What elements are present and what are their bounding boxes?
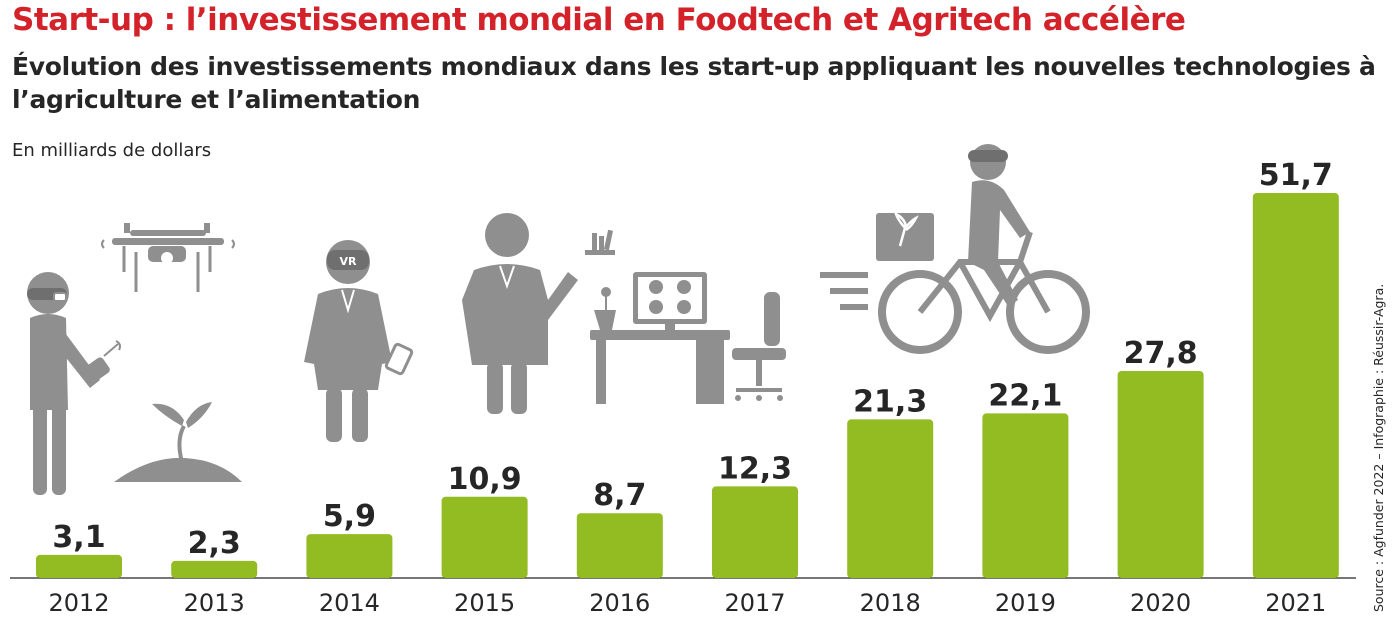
bar-chart: VR	[10, 144, 1356, 617]
bar-2012	[36, 554, 122, 578]
category-label-2014: 2014	[319, 589, 380, 617]
sprout-icon	[114, 402, 242, 482]
value-label-2013: 2,3	[188, 526, 241, 561]
source-note: Source : Agfunder 2022 – Infographie : R…	[1371, 283, 1386, 612]
drone-operator-icon	[27, 272, 121, 495]
unit-label: En milliards de dollars	[12, 140, 212, 161]
bar-2020	[1117, 371, 1204, 578]
category-label-2016: 2016	[589, 589, 650, 617]
svg-text:VR: VR	[340, 255, 358, 268]
chart-subtitle: Évolution des investissements mondiaux d…	[12, 52, 1376, 114]
bar-2019	[982, 413, 1069, 578]
bar-2015	[441, 496, 528, 578]
value-label-2017: 12,3	[718, 451, 792, 486]
category-label-2019: 2019	[995, 589, 1056, 617]
category-label-2015: 2015	[454, 589, 515, 617]
value-label-2018: 21,3	[853, 384, 927, 419]
vr-headset-scientist-icon: VR	[304, 240, 414, 442]
value-label-2012: 3,1	[52, 520, 105, 555]
scientist-icon	[462, 213, 578, 414]
computer-desk-icon	[585, 229, 786, 404]
value-label-2019: 22,1	[988, 378, 1062, 413]
value-label-2016: 8,7	[593, 478, 646, 513]
value-label-2015: 10,9	[448, 462, 522, 497]
chart-title: Start-up : l’investissement mondial en F…	[12, 2, 1186, 38]
value-label-2020: 27,8	[1124, 336, 1198, 371]
bar-2014	[306, 534, 393, 578]
category-label-2017: 2017	[724, 589, 785, 617]
value-label-2021: 51,7	[1259, 158, 1333, 193]
category-label-2020: 2020	[1130, 589, 1191, 617]
category-label-2021: 2021	[1265, 589, 1326, 617]
bar-2018	[847, 419, 934, 578]
category-label-2018: 2018	[860, 589, 921, 617]
category-label-2013: 2013	[184, 589, 245, 617]
delivery-cyclist-icon	[820, 144, 1090, 354]
bar-2016	[576, 513, 663, 578]
bar-2021	[1252, 193, 1339, 578]
bar-2013	[171, 560, 258, 578]
value-label-2014: 5,9	[323, 499, 376, 534]
category-label-2012: 2012	[48, 589, 109, 617]
bar-2017	[712, 486, 798, 578]
drone-icon	[101, 223, 235, 292]
